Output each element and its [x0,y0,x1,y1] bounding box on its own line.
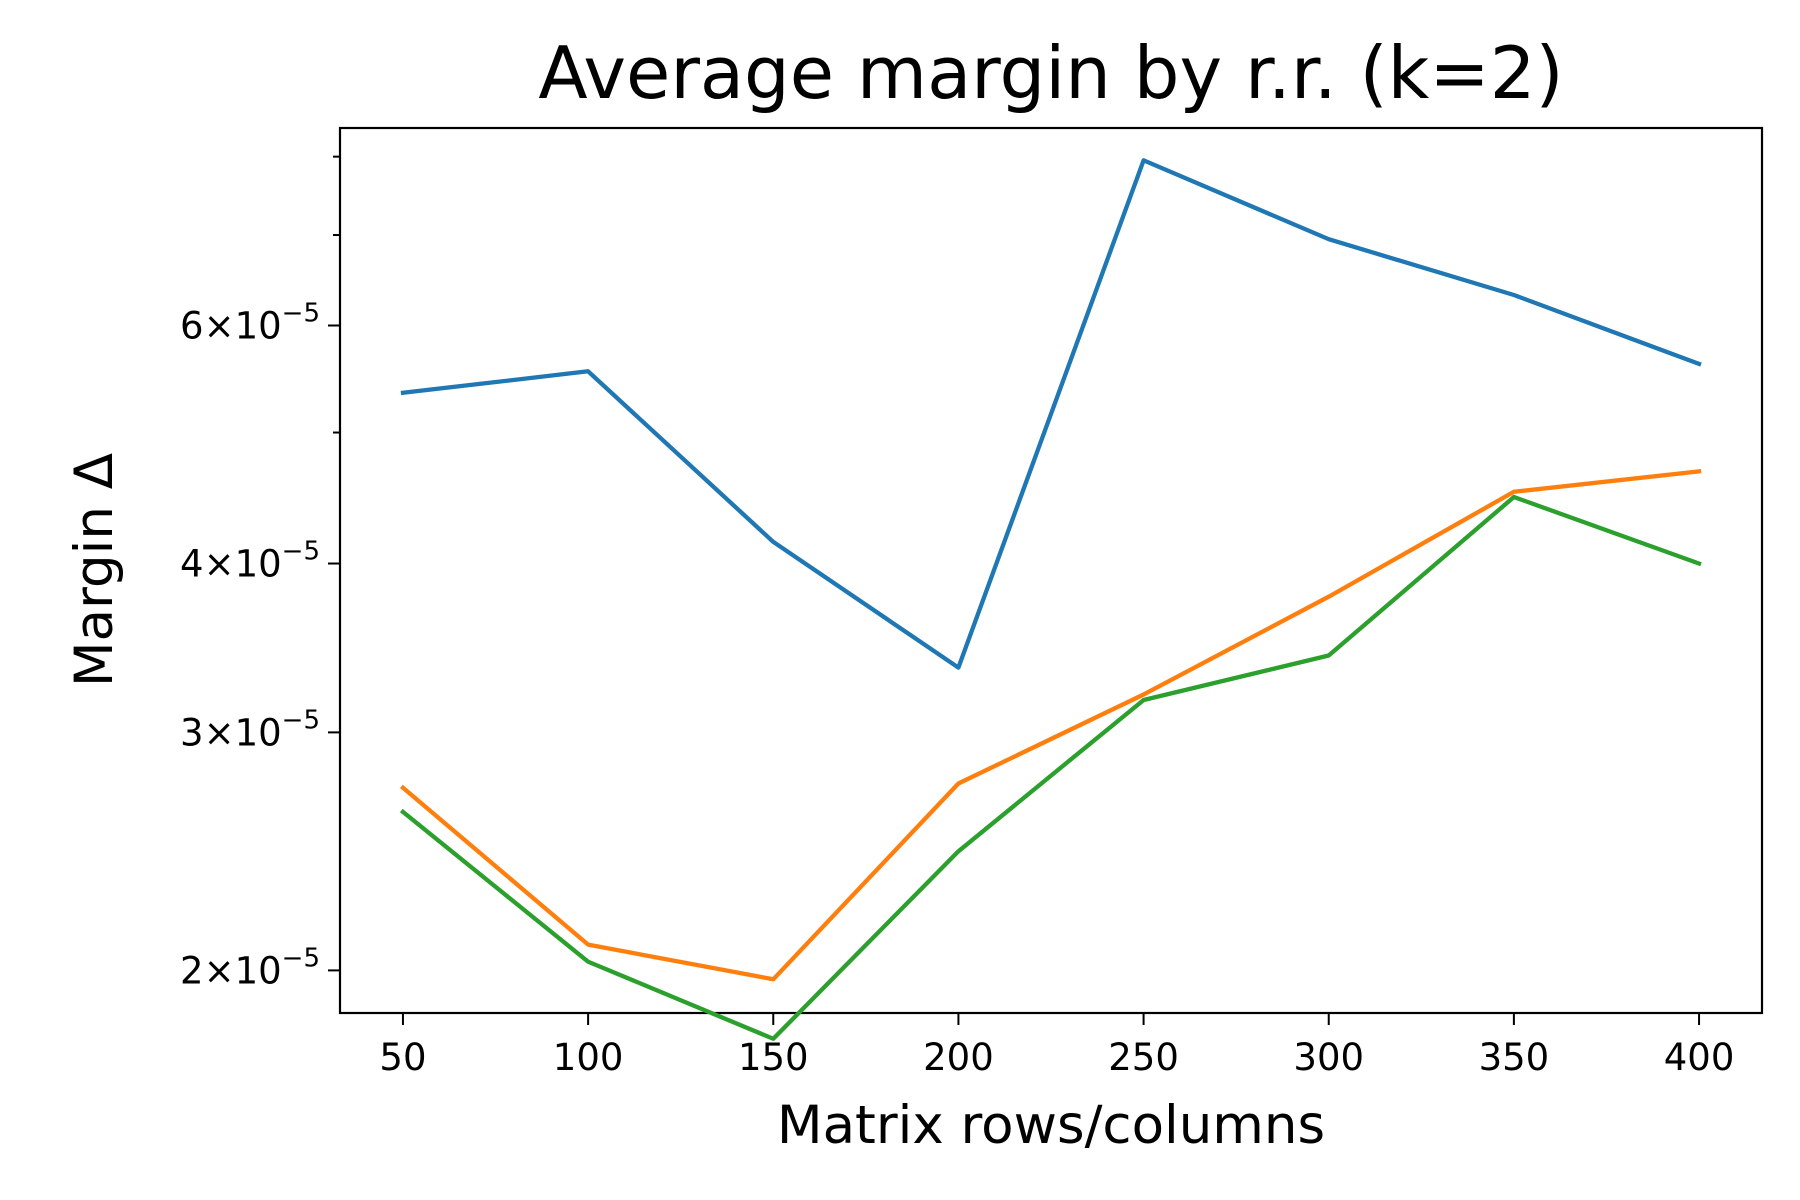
y-axis-label: Margin Δ [64,453,125,687]
x-tick-label: 250 [1108,1036,1179,1079]
plot-frame [338,126,1764,1015]
x-tick-label: 150 [738,1036,809,1079]
x-axis: 50 100 150 200 250 300 350 400 [379,1013,1734,1079]
series-line-1 [400,158,1702,670]
series-line-3 [399,494,1702,1041]
y-tick-label: 4×10−5 [180,537,320,586]
chart-title: Average margin by r.r. (k=2) [538,31,1563,115]
x-tick-label: 100 [553,1036,624,1079]
y-tick-label: 2×10−5 [180,943,320,992]
x-tick-label: 50 [379,1036,426,1079]
series-line-2 [399,469,1702,982]
plot-area [338,126,1764,1041]
x-axis-label: Matrix rows/columns [777,1095,1325,1156]
y-tick-label: 6×10−5 [180,299,320,348]
x-tick-label: 200 [923,1036,994,1079]
x-tick-label: 400 [1664,1036,1735,1079]
y-tick-label: 3×10−5 [180,705,320,754]
y-axis: 2×10−5 3×10−5 4×10−5 6×10−5 [180,155,340,992]
x-tick-label: 300 [1293,1036,1364,1079]
x-tick-label: 350 [1479,1036,1550,1079]
series-group [399,158,1702,1041]
